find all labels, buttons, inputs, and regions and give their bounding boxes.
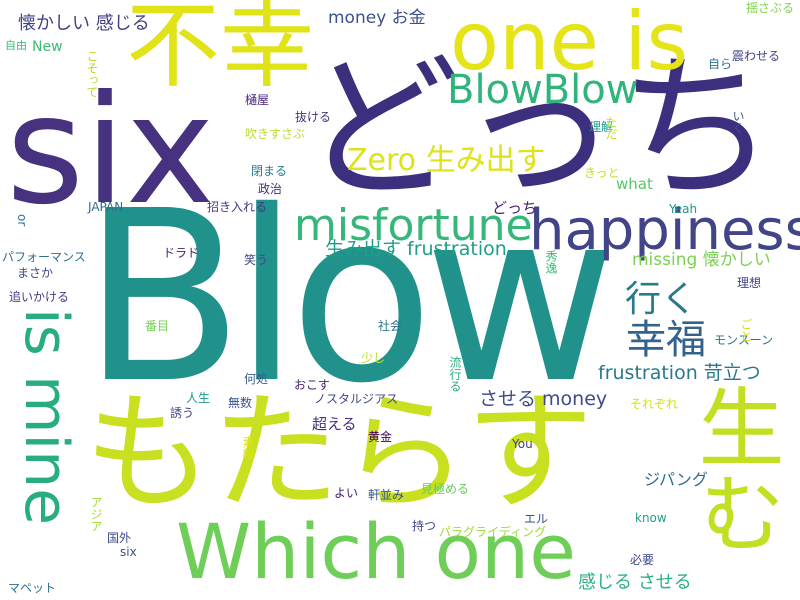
word-hayaru: 流行る: [448, 356, 462, 392]
word-new: New: [32, 39, 63, 55]
word-blowblow: BlowBlow: [447, 67, 639, 113]
word-nostalgias: ノスタルジアス: [314, 392, 399, 406]
word-ajia: アジア: [89, 496, 103, 532]
word-which-one: Which one: [176, 507, 576, 596]
word-blow: Blow: [82, 160, 617, 435]
word-kitto: きっと: [584, 166, 620, 180]
word-shuuitsu: 秀逸: [544, 250, 558, 274]
word-masaka: まさか: [17, 266, 54, 280]
word-iku: 行く: [625, 279, 698, 320]
word-muppet: マペット: [8, 581, 57, 595]
word-docchi-small: どっち: [492, 199, 538, 217]
word-or: or: [15, 214, 29, 227]
word-shakai: 社会: [378, 319, 403, 333]
word-mizukara: 自ら: [708, 57, 733, 71]
word-is-mine: is mine: [11, 308, 81, 526]
word-zero-umidasu: Zero 生み出す: [347, 143, 546, 178]
word-frustration-iradatsu: frustration 苛立つ: [598, 362, 761, 384]
word-docchi-large: どっち: [302, 37, 776, 221]
word-manekiireru: 招き入れる: [207, 200, 268, 214]
word-performance: パフォーマンス: [2, 250, 86, 264]
word-one-is: one is: [450, 0, 689, 88]
word-nokinami: 軒並み: [368, 488, 405, 502]
word-monsoon: モンスーン: [714, 333, 774, 347]
word-japan: JAPAN: [88, 200, 124, 214]
word-furuwaseru: 震わせる: [732, 49, 781, 63]
word-nukeru: 抜ける: [295, 110, 332, 124]
word-jiyuu: 自由: [5, 39, 27, 52]
word-fukou: 不幸: [126, 0, 315, 101]
word-banme: 番目: [145, 319, 170, 333]
word-iku-small: いく: [731, 110, 745, 134]
word-kokugai: 国外: [107, 531, 132, 545]
word-jinsei: 人生: [186, 391, 211, 405]
word-sukoshi: 少し: [361, 351, 386, 365]
word-saseru-money: させる money: [479, 388, 608, 410]
word-yoi: よい: [334, 486, 359, 500]
word-warau: 笑う: [244, 253, 269, 267]
word-rikai: 理解: [589, 120, 614, 134]
word-yusaburu: 揺さぶる: [746, 1, 795, 15]
word-umidasu-frustration: 生み出す frustration: [325, 238, 507, 260]
word-koeru: 超える: [312, 415, 357, 433]
word-six-large: six: [6, 64, 215, 238]
word-paragliding: パラグライディング: [439, 525, 547, 539]
word-motarasu: もたらす: [84, 379, 594, 528]
word-goto: ごと: [739, 318, 753, 342]
word-seiji: 政治: [258, 182, 283, 196]
word-natsukashii-kanjiru: 懐かしい 感じる: [18, 13, 150, 34]
word-mikiwameru: 見極める: [421, 482, 470, 496]
word-ougon: 黄金: [368, 430, 393, 444]
word-okosu: おこす: [294, 378, 330, 392]
word-hitsuyou: 必要: [630, 553, 655, 567]
word-what: what: [616, 175, 653, 193]
word-hiya: 樋屋: [245, 93, 270, 107]
word-eru: エル: [524, 512, 549, 526]
word-suteki: 素敵: [241, 436, 255, 460]
word-shimaru: 閉まる: [251, 164, 288, 178]
word-risou: 理想: [737, 276, 762, 290]
word-koufuku: 幸福: [626, 317, 706, 363]
word-misfortune: misfortune: [294, 200, 533, 251]
word-know: know: [635, 511, 667, 525]
word-doko: 何処: [244, 372, 269, 386]
word-fukisusabu: 吹きすさぶ: [245, 127, 306, 141]
word-yeah: Yeah: [669, 202, 698, 216]
word-kanjiru-saseru: 感じる させる: [578, 572, 692, 593]
word-you: You: [512, 437, 533, 451]
word-oikakeru: 追いかける: [9, 290, 70, 304]
word-musuu: 無数: [228, 396, 253, 410]
word-zipangu: ジパング: [644, 470, 708, 489]
word-motsu: 持つ: [412, 519, 437, 533]
word-kosotte: こそって: [85, 50, 99, 98]
word-money-okane: money お金: [328, 8, 426, 28]
word-dorado: ドラド: [163, 246, 200, 260]
word-missing-natsukashii: missing 懐かしい: [632, 250, 771, 270]
word-happiness: happiness: [529, 198, 800, 263]
word-umu: 生む: [683, 383, 783, 555]
word-sorezore: それぞれ: [630, 397, 679, 411]
word-sasou: 誘う: [170, 406, 195, 420]
word-tada: ただ: [604, 116, 618, 140]
word-six-small: six: [120, 545, 137, 559]
